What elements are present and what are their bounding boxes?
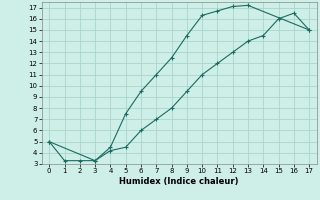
X-axis label: Humidex (Indice chaleur): Humidex (Indice chaleur) bbox=[119, 177, 239, 186]
